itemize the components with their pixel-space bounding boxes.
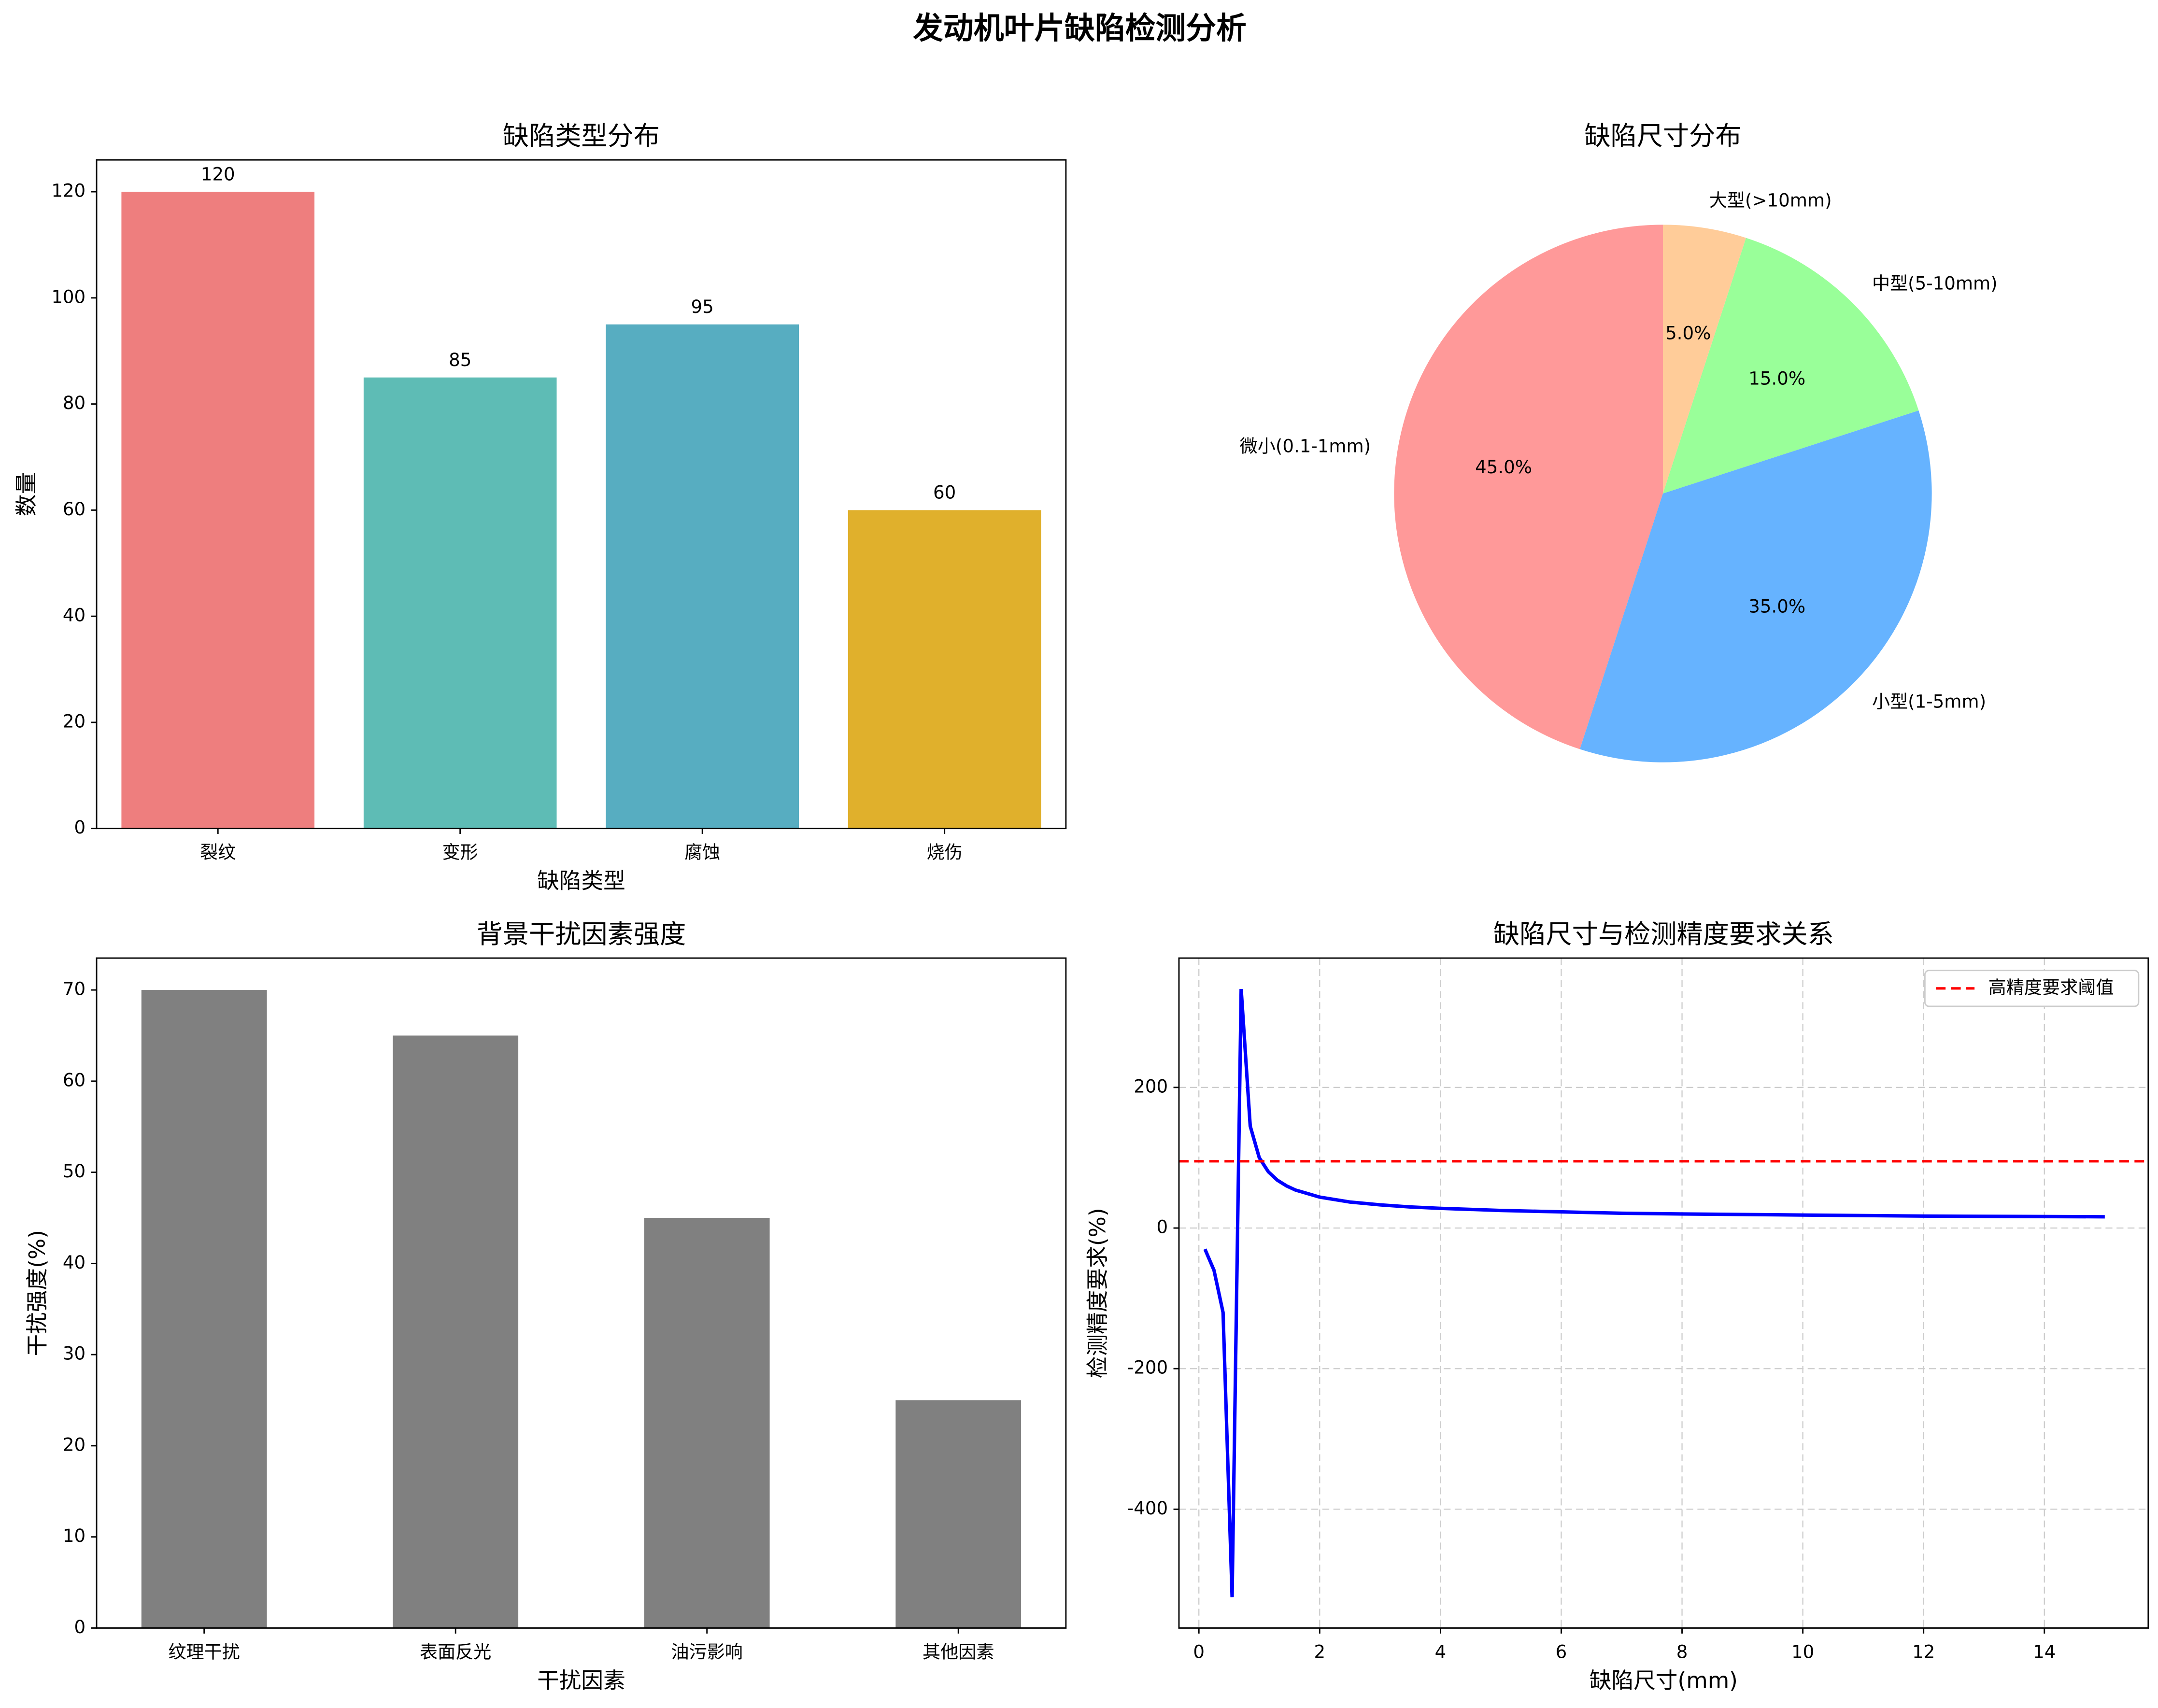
pie-slice (1662, 238, 1919, 494)
y-tick-label: 0 (1157, 1217, 1168, 1238)
x-tick-label: 其他因素 (923, 1641, 994, 1662)
x-tick-label: 10 (1791, 1641, 1814, 1662)
bar (848, 510, 1041, 829)
chart-title: 缺陷类型分布 (503, 121, 660, 151)
bar (141, 990, 267, 1628)
bar (121, 192, 315, 829)
x-tick-label: 纹理干扰 (168, 1641, 240, 1662)
y-axis-label: 检测精度要求(%) (1085, 1208, 1110, 1378)
axes-frame (1178, 957, 2149, 1629)
x-tick-label: 裂纹 (200, 842, 236, 863)
y-tick-label: 30 (63, 1343, 85, 1364)
y-axis-label: 数量 (14, 472, 39, 516)
y-tick-label: 50 (63, 1161, 85, 1182)
y-tick-label: 40 (63, 605, 85, 626)
slice-label: 微小(0.1-1mm) (1240, 436, 1371, 457)
y-tick-label: 10 (63, 1525, 85, 1546)
x-tick-label: 表面反光 (420, 1641, 491, 1662)
bar (363, 377, 557, 829)
y-tick-label: 0 (74, 817, 86, 838)
y-tick-label: -200 (1127, 1357, 1168, 1378)
x-tick-label: 6 (1556, 1641, 1567, 1662)
slice-value: 45.0% (1475, 457, 1532, 478)
axes-frame (96, 159, 1067, 830)
x-axis-label: 缺陷类型 (537, 868, 625, 894)
y-tick-label: 120 (51, 181, 85, 201)
bar (644, 1218, 770, 1628)
chart-title: 背景干扰因素强度 (477, 919, 686, 949)
slice-label: 小型(1-5mm) (1872, 691, 1986, 712)
y-tick-label: 100 (51, 286, 85, 307)
y-tick-label: 80 (63, 393, 85, 413)
slice-value: 35.0% (1748, 596, 1805, 617)
x-axis-label: 缺陷尺寸(mm) (1590, 1667, 1738, 1693)
y-tick-label: 0 (74, 1617, 86, 1637)
y-tick-label: 20 (63, 711, 85, 732)
pie-slice (1662, 225, 1746, 494)
chart-title: 缺陷尺寸与检测精度要求关系 (1493, 919, 1834, 949)
value-label: 60 (933, 482, 956, 503)
x-tick-label: 2 (1314, 1641, 1325, 1662)
x-tick-label: 8 (1676, 1641, 1688, 1662)
x-tick-label: 变形 (442, 842, 478, 863)
slice-value: 15.0% (1748, 368, 1805, 389)
bar (895, 1400, 1022, 1628)
y-tick-label: 200 (1134, 1076, 1168, 1097)
slice-value: 5.0% (1665, 323, 1711, 344)
data-line (1203, 988, 2105, 1597)
y-tick-label: 40 (63, 1252, 85, 1273)
slice-label: 大型(>10mm) (1709, 190, 1832, 211)
figure-title: 发动机叶片缺陷检测分析 (913, 11, 1247, 46)
bar (606, 324, 799, 829)
value-label: 95 (691, 296, 714, 317)
x-tick-label: 4 (1435, 1641, 1447, 1662)
x-tick-label: 14 (2033, 1641, 2056, 1662)
y-tick-label: -400 (1127, 1498, 1168, 1519)
y-tick-label: 60 (63, 1070, 85, 1090)
y-tick-label: 20 (63, 1434, 85, 1455)
y-tick-label: 60 (63, 499, 85, 520)
legend-box (1924, 970, 2140, 1007)
bar (393, 1035, 519, 1628)
pie-slice (1579, 410, 1932, 762)
chart-title: 缺陷尺寸分布 (1584, 121, 1741, 151)
axes-frame (96, 957, 1067, 1629)
value-label: 120 (201, 164, 235, 184)
x-axis-label: 干扰因素 (537, 1667, 625, 1693)
pie-slice (1394, 225, 1663, 749)
x-tick-label: 油污影响 (671, 1641, 742, 1662)
x-tick-label: 0 (1193, 1641, 1205, 1662)
y-axis-label: 干扰强度(%) (25, 1230, 50, 1356)
legend-label: 高精度要求阈值 (1988, 977, 2114, 998)
x-tick-label: 腐蚀 (684, 842, 720, 863)
y-tick-label: 70 (63, 979, 85, 1000)
slice-label: 中型(5-10mm) (1872, 273, 1998, 294)
x-tick-label: 12 (1912, 1641, 1935, 1662)
value-label: 85 (449, 350, 471, 370)
x-tick-label: 烧伤 (927, 842, 963, 863)
